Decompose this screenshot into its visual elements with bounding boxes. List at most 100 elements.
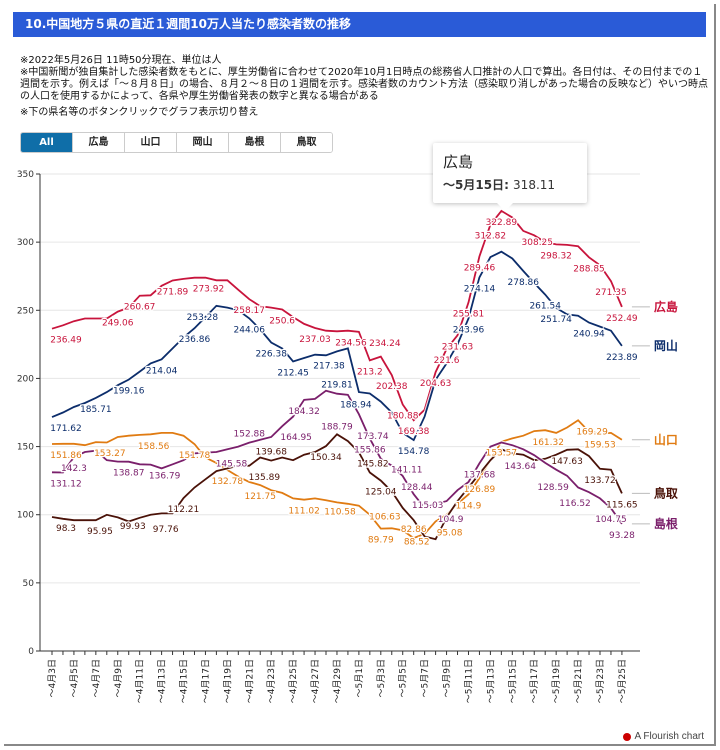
section-title: 10.中国地方５県の直近１週間10万人当たり感染者数の推移 [13,12,706,37]
data-label: 236.86 [179,335,211,345]
data-label: 152.88 [234,430,266,440]
data-label: 169.38 [398,427,430,437]
y-tick-label: 100 [17,511,34,521]
y-tick-label: 50 [23,579,35,589]
data-label: 271.35 [595,288,627,298]
tooltip: 広島 〜5月15日: 318.11 [433,143,587,211]
data-label: 234.56 [335,338,367,348]
data-label: 111.02 [288,507,320,517]
data-label: 244.06 [234,325,266,335]
tooltip-date: 〜5月15日 [443,178,505,192]
end-label: 広島 [654,299,678,314]
data-label: 104.9 [438,515,464,525]
x-tick-label: ～5月1日 [354,659,365,697]
data-label: 223.89 [606,353,638,363]
end-label: 鳥取 [654,485,678,500]
x-tick-label: ～4月7日 [91,659,102,697]
flourish-logo-icon [622,732,631,741]
data-label: 154.78 [398,447,430,457]
data-label: 274.14 [464,284,496,294]
data-label: 82.86 [401,525,427,535]
data-label: 184.32 [288,407,320,417]
data-label: 158.56 [138,442,170,452]
x-tick-label: ～5月11日 [463,659,474,703]
data-label: 202.38 [376,382,408,392]
data-label: 221.6 [434,356,460,366]
data-label: 185.71 [80,405,112,415]
data-label: 237.03 [299,335,331,345]
y-tick-label: 250 [17,306,34,316]
filter-button-yamaguchi[interactable]: 山口 [124,133,176,152]
data-label: 240.94 [573,330,605,340]
x-tick-label: ～4月5日 [69,659,80,697]
filter-button-okayama[interactable]: 岡山 [176,133,228,152]
note-timestamp: ※2022年5月26日 11時50分現在、単位は人 [20,55,222,66]
line-chart: 0 50 100 150 200 250 300 350 ～4月3日 ～4月5日 ～4月7日 ～4月9… [17,170,678,703]
data-label: 93.28 [609,531,635,541]
data-label: 212.45 [277,368,309,378]
data-label: 231.63 [442,342,474,352]
data-label: 98.3 [56,524,76,534]
data-label: 95.08 [437,528,463,538]
filter-button-hiroshima[interactable]: 広島 [72,133,124,152]
data-label: 249.06 [102,319,134,329]
data-label: 153.57 [486,449,518,459]
series-line-0 [51,209,623,422]
data-label: 288.85 [573,264,605,274]
x-tick-label: ～5月23日 [595,659,606,703]
data-label: 289.46 [464,264,496,274]
data-label: 199.16 [113,387,145,397]
x-tick-label: ～4月27日 [310,659,321,703]
data-label: 159.53 [584,441,616,451]
notes: ※2022年5月26日 11時50分現在、単位は人 ※中国新聞が独自集計した感染… [20,55,710,119]
data-label: 126.89 [464,485,496,495]
data-label: 132.78 [212,477,244,487]
x-tick-label: ～5月7日 [420,659,431,697]
data-label: 278.86 [508,278,540,288]
data-label: 308.25 [522,238,554,248]
data-label: 271.89 [157,287,189,297]
end-label: 山口 [654,432,678,447]
data-label: 234.24 [369,339,401,349]
x-tick-label: ～5月5日 [398,659,409,697]
data-label: 219.81 [321,380,353,390]
data-label: 214.04 [146,366,178,376]
x-tick-label: ～5月13日 [485,659,496,703]
end-label: 島根 [654,516,678,531]
x-tick-label: ～4月9日 [113,659,124,697]
data-label: 173.74 [357,432,389,442]
tooltip-series: 広島 [443,153,474,171]
flourish-credit[interactable]: A Flourish chart [622,731,704,742]
data-label: 213.2 [357,367,383,377]
data-label: 250.6 [269,316,295,326]
x-tick-label: ～4月19日 [222,659,233,703]
x-tick-label: ～5月9日 [442,659,453,697]
data-label: 188.79 [321,423,353,433]
x-tick-label: ～5月17日 [529,659,540,703]
x-tick-label: ～4月29日 [332,659,343,703]
tooltip-value: 318.11 [513,178,556,192]
x-tick-label: ～5月3日 [376,659,387,697]
x-tick-label: ～5月19日 [551,659,562,703]
filter-button-shimane[interactable]: 島根 [228,133,280,152]
data-label: 171.62 [50,424,82,434]
data-label: 95.95 [87,527,113,537]
x-tick-label: ～4月3日 [47,659,58,697]
y-tick-label: 350 [17,170,34,180]
filter-button-all[interactable]: All [21,133,72,152]
data-label: 88.52 [404,537,430,547]
x-tick-label: ～5月21日 [573,659,584,703]
data-label: 116.52 [559,499,591,509]
y-tick-label: 200 [17,374,34,384]
data-label: 151.86 [50,451,82,461]
data-label: 99.93 [120,522,146,532]
x-tick-label: ～5月25日 [617,659,628,703]
note-buttons: ※下の県名等のボタンクリックでグラフ表示切り替え [20,107,259,118]
x-tick-label: ～4月11日 [135,659,146,703]
data-label: 150.34 [310,453,342,463]
x-tick-label: ～4月23日 [266,659,277,703]
data-label: 273.92 [193,285,225,295]
filter-button-tottori[interactable]: 鳥取 [280,133,332,152]
data-label: 114.9 [456,501,482,511]
data-label: 204.63 [420,379,452,389]
